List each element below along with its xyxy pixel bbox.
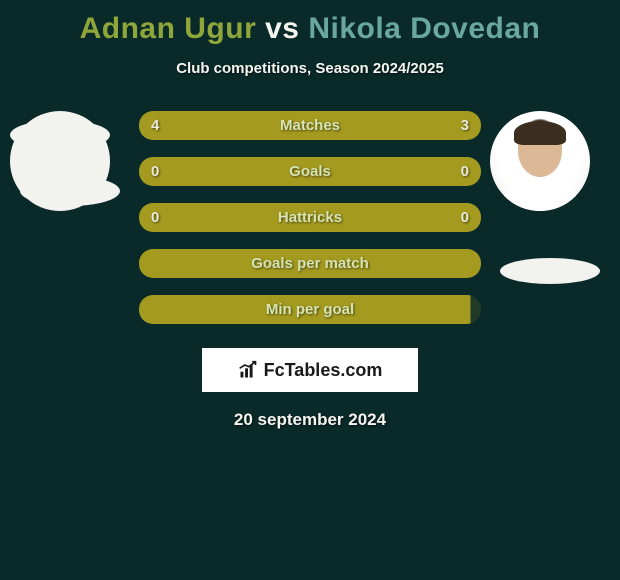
stat-bar: 0 Goals 0: [139, 157, 481, 186]
player2-avatar: [490, 111, 590, 211]
stats-area: 4 Matches 3 0 Goals 0 0 Hattricks 0 Goals per mat…: [0, 111, 620, 324]
stat-value-left: 0: [151, 209, 159, 226]
vs-text: vs: [265, 12, 299, 45]
stat-label: Goals: [289, 163, 331, 180]
stat-bar: Goals per match: [139, 249, 481, 278]
decorative-ellipse: [20, 176, 120, 206]
decorative-ellipse: [10, 120, 110, 150]
player2-name: Nikola Dovedan: [308, 12, 540, 45]
chart-icon: [238, 360, 258, 380]
stat-label: Hattricks: [278, 209, 342, 226]
logo-text: FcTables.com: [264, 360, 383, 381]
decorative-ellipse: [500, 258, 600, 284]
subtitle: Club competitions, Season 2024/2025: [0, 60, 620, 77]
avatar-shoulder: [500, 181, 580, 211]
stat-value-right: 0: [461, 163, 469, 180]
stat-value-right: 3: [461, 117, 469, 134]
player1-name: Adnan Ugur: [80, 12, 257, 45]
stat-bar: Min per goal: [139, 295, 481, 324]
stat-label: Min per goal: [266, 301, 354, 318]
stat-bars: 4 Matches 3 0 Goals 0 0 Hattricks 0 Goals per mat…: [139, 111, 481, 324]
stat-label: Goals per match: [251, 255, 369, 272]
stat-bar: 4 Matches 3: [139, 111, 481, 140]
page-title: Adnan Ugur vs Nikola Dovedan: [0, 0, 620, 46]
fctables-logo[interactable]: FcTables.com: [202, 348, 418, 392]
stat-bar: 0 Hattricks 0: [139, 203, 481, 232]
stat-value-left: 0: [151, 163, 159, 180]
stat-value-right: 0: [461, 209, 469, 226]
date-label: 20 september 2024: [0, 410, 620, 430]
stat-label: Matches: [280, 117, 340, 134]
stat-value-left: 4: [151, 117, 159, 134]
